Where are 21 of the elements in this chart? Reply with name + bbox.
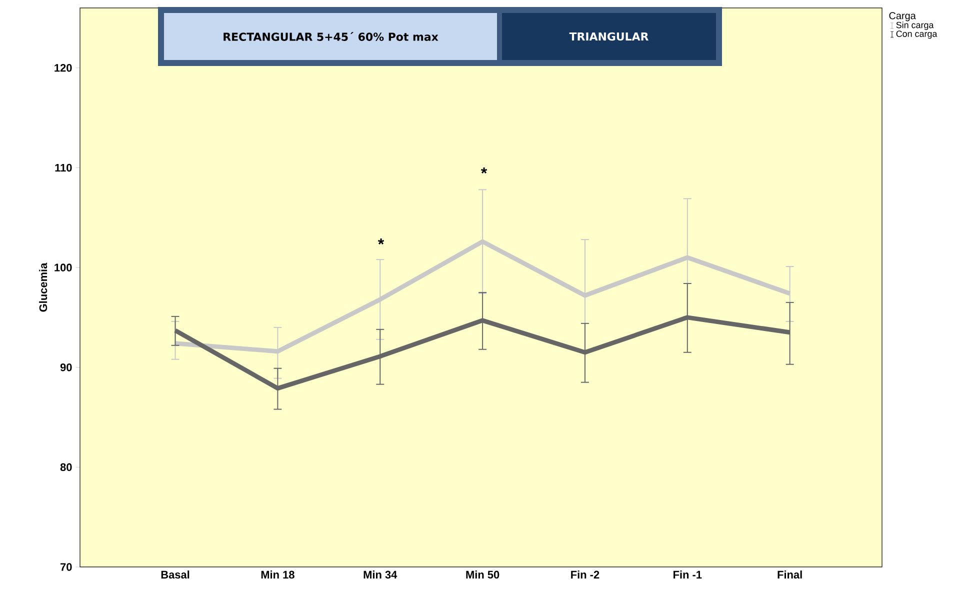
x-tick-label: Final bbox=[778, 570, 802, 579]
y-tick-label: 120 bbox=[54, 64, 72, 72]
annotation: RECTANGULAR 5+45´ 60% Pot max bbox=[224, 32, 438, 41]
x-tick-label: Min 34 bbox=[364, 570, 398, 579]
y-tick-label: 90 bbox=[60, 363, 72, 372]
x-tick-label: Fin -2 bbox=[571, 570, 600, 578]
y-tick-label: 70 bbox=[60, 563, 72, 571]
y-tick-label: 110 bbox=[55, 164, 72, 172]
legend-label: Con carga bbox=[896, 30, 938, 39]
x-tick-label: Fin -1 bbox=[674, 570, 702, 578]
x-tick-label: Min 50 bbox=[466, 570, 500, 579]
annotation: * bbox=[378, 238, 384, 244]
annotation: TRIANGULAR bbox=[569, 32, 649, 41]
annotation: * bbox=[480, 168, 488, 174]
y-tick-label: 80 bbox=[60, 463, 72, 472]
y-axis-title: Glucemia bbox=[39, 262, 48, 312]
x-tick-label: Basal bbox=[161, 570, 190, 579]
x-tick-label: Min 18 bbox=[261, 570, 294, 579]
legend-label: Sin carga bbox=[896, 22, 934, 30]
legend-title: Carga bbox=[889, 12, 916, 22]
y-tick-label: 100 bbox=[54, 264, 72, 272]
